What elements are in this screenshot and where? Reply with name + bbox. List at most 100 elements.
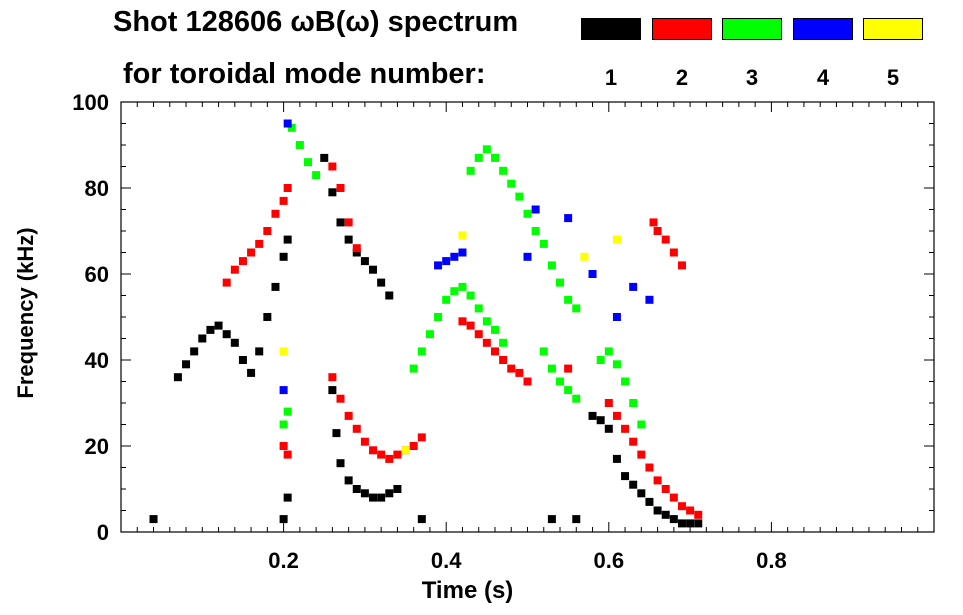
data-point <box>547 515 556 524</box>
data-point <box>677 519 686 528</box>
data-point <box>344 235 353 244</box>
data-point <box>263 227 272 235</box>
data-point <box>515 192 524 201</box>
data-point <box>531 205 540 214</box>
data-point <box>621 472 630 481</box>
data-point <box>564 214 573 223</box>
data-point <box>352 248 361 257</box>
data-point <box>507 179 516 188</box>
data-point <box>637 420 646 429</box>
data-point <box>490 325 499 334</box>
data-point <box>604 347 613 356</box>
plot-frame <box>120 101 935 533</box>
data-point <box>564 295 573 304</box>
data-point <box>466 291 475 300</box>
legend-swatch-n2 <box>652 18 712 40</box>
data-point <box>645 295 654 304</box>
data-point <box>686 519 695 528</box>
data-point <box>588 411 597 420</box>
data-point <box>328 373 337 382</box>
data-point <box>369 446 378 455</box>
data-point <box>377 493 386 502</box>
data-point <box>669 248 678 257</box>
y-tick-label: 100 <box>72 90 109 115</box>
data-point <box>182 360 191 369</box>
data-point <box>434 313 443 321</box>
data-point <box>677 261 686 270</box>
data-point <box>332 429 341 438</box>
data-point <box>247 248 256 257</box>
data-point <box>263 313 272 321</box>
data-point <box>669 515 678 524</box>
data-point <box>409 442 418 450</box>
data-point <box>661 485 670 493</box>
data-point <box>417 347 426 356</box>
data-point <box>499 338 508 347</box>
data-point <box>649 218 658 227</box>
data-point <box>653 506 662 515</box>
data-point <box>328 162 337 171</box>
data-point <box>344 218 353 227</box>
legend-swatch-n4 <box>793 18 853 40</box>
data-point <box>409 364 418 373</box>
data-point <box>482 317 491 326</box>
data-point <box>596 416 605 425</box>
data-point <box>629 437 638 446</box>
data-point <box>238 356 247 364</box>
data-point <box>547 261 556 270</box>
x-tick-label: 0.8 <box>756 548 787 573</box>
data-point <box>360 437 369 446</box>
data-point <box>474 330 483 339</box>
data-point <box>612 454 621 463</box>
data-point <box>686 506 695 515</box>
data-point <box>255 347 264 356</box>
data-point <box>637 489 646 498</box>
y-axis-label: Frequency (kHz) <box>13 227 38 398</box>
data-point <box>474 304 483 313</box>
data-point <box>230 338 239 347</box>
data-point <box>279 252 288 261</box>
data-point <box>279 442 288 450</box>
data-point <box>247 368 256 377</box>
data-point <box>629 480 638 489</box>
data-point <box>401 446 410 455</box>
data-point <box>283 493 292 502</box>
legend-label-n1: 1 <box>604 65 618 90</box>
data-point <box>360 257 369 266</box>
data-point <box>279 386 288 395</box>
data-point <box>222 278 231 287</box>
data-point <box>450 252 459 261</box>
data-point <box>564 386 573 395</box>
data-point <box>206 325 215 334</box>
data-point <box>596 356 605 364</box>
data-point <box>434 261 443 270</box>
data-point <box>588 270 597 278</box>
data-point <box>271 209 280 218</box>
data-point <box>645 463 654 472</box>
data-point <box>604 399 613 407</box>
data-point <box>336 218 345 227</box>
data-point <box>523 209 532 218</box>
data-point <box>336 184 345 192</box>
data-point <box>507 364 516 373</box>
data-point <box>377 278 386 287</box>
data-point <box>621 377 630 386</box>
data-point <box>482 338 491 347</box>
data-point <box>442 295 451 304</box>
legend-swatch-n1 <box>581 18 641 40</box>
data-point <box>612 360 621 369</box>
data-point <box>490 347 499 356</box>
x-axis-label: Time (s) <box>422 577 514 604</box>
y-tick-label: 60 <box>85 262 109 287</box>
data-point <box>344 411 353 420</box>
data-point <box>377 450 386 459</box>
data-point <box>466 166 475 175</box>
data-point <box>612 235 621 244</box>
legend-label-n4: 4 <box>816 65 830 90</box>
data-point <box>360 489 369 498</box>
x-tick-label: 0.6 <box>594 548 625 573</box>
data-point <box>515 368 524 377</box>
data-point <box>523 252 532 261</box>
legend-label-n5: 5 <box>886 65 900 90</box>
y-tick-label: 0 <box>97 520 109 545</box>
